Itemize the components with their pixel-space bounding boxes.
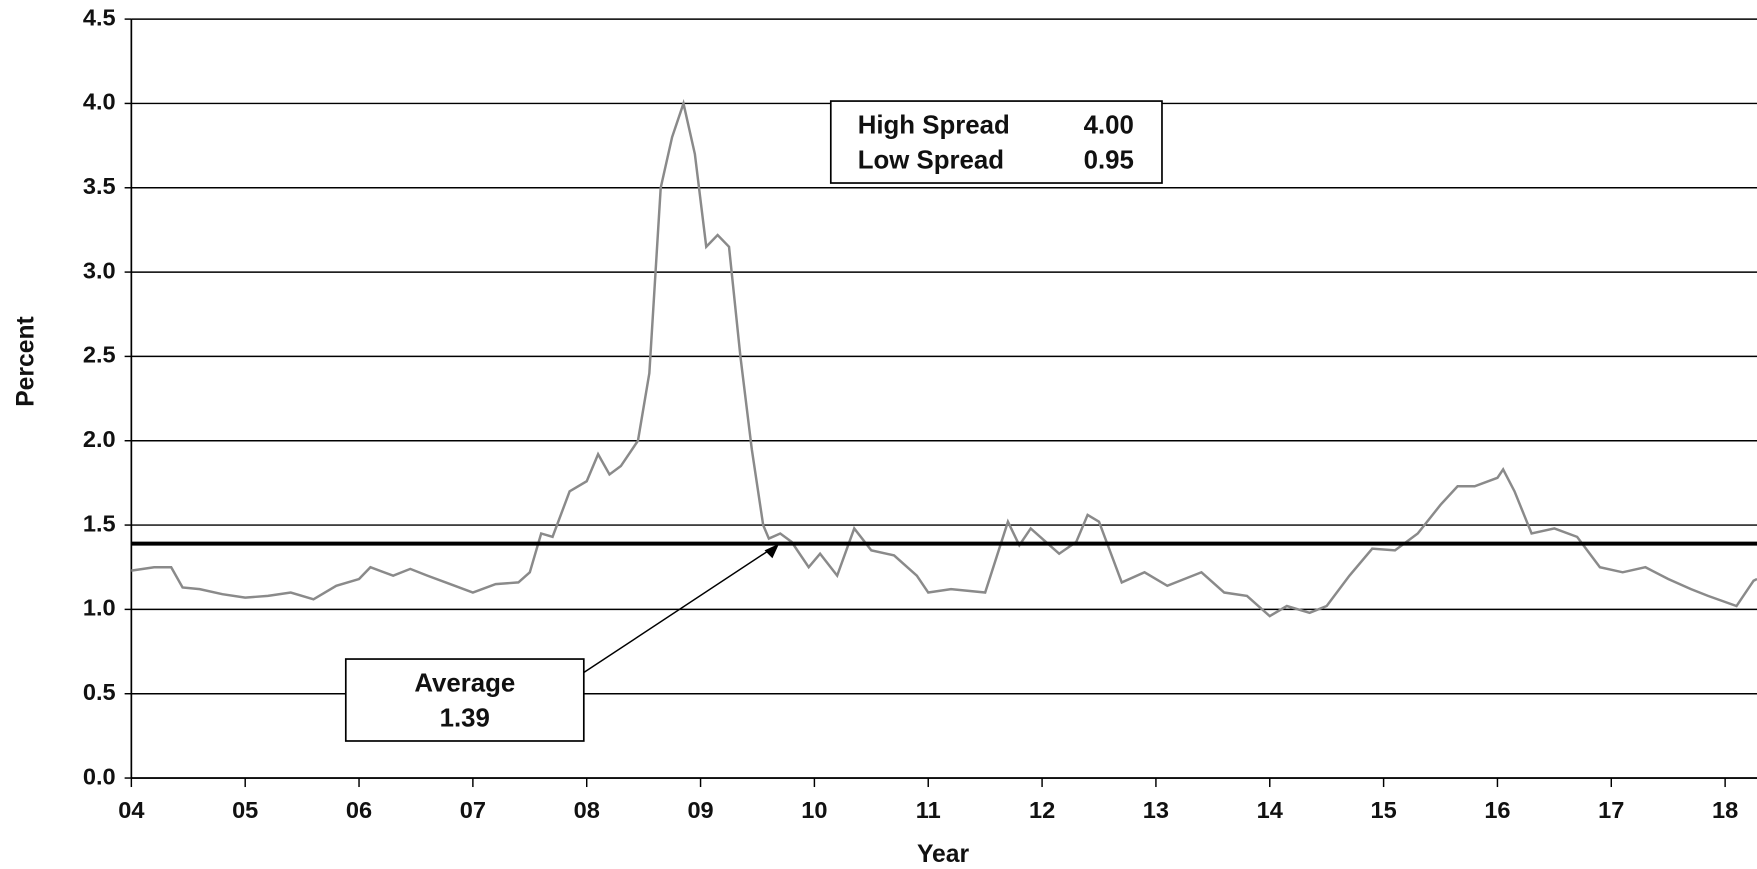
average-value: 1.39 bbox=[440, 704, 490, 732]
x-tick-label: 13 bbox=[1143, 797, 1169, 823]
x-tick-label: 17 bbox=[1598, 797, 1624, 823]
y-tick-label: 0.0 bbox=[83, 763, 116, 789]
y-tick-label: 3.0 bbox=[83, 257, 116, 283]
x-tick-label: 08 bbox=[574, 797, 600, 823]
average-arrow bbox=[583, 547, 773, 674]
y-tick-label: 4.5 bbox=[83, 4, 116, 30]
y-tick-label: 1.5 bbox=[83, 510, 116, 536]
spread-label: Low Spread bbox=[858, 147, 1004, 175]
spread-value: 0.95 bbox=[1084, 147, 1134, 175]
x-tick-label: 12 bbox=[1029, 797, 1055, 823]
x-tick-label: 04 bbox=[118, 797, 144, 823]
x-axis-title: Year bbox=[917, 841, 970, 868]
data-line bbox=[131, 98, 1757, 618]
x-tick-label: 05 bbox=[232, 797, 258, 823]
y-axis-title: Percent bbox=[12, 316, 39, 407]
x-tick-label: 16 bbox=[1484, 797, 1510, 823]
x-tick-label: 18 bbox=[1712, 797, 1738, 823]
y-tick-label: 4.0 bbox=[83, 89, 116, 115]
y-tick-label: 2.0 bbox=[83, 426, 116, 452]
y-tick-label: 1.0 bbox=[83, 595, 116, 621]
y-tick-label: 2.5 bbox=[83, 342, 116, 368]
x-tick-label: 07 bbox=[460, 797, 486, 823]
spread-label: High Spread bbox=[858, 112, 1010, 140]
y-tick-label: 0.5 bbox=[83, 679, 116, 705]
arrow-head bbox=[764, 543, 780, 559]
x-tick-label: 14 bbox=[1257, 797, 1283, 823]
y-tick-label: 3.5 bbox=[83, 173, 116, 199]
x-tick-label: 11 bbox=[916, 797, 941, 823]
x-tick-label: 09 bbox=[687, 797, 713, 823]
spread-value: 4.00 bbox=[1084, 112, 1134, 140]
x-tick-label: 15 bbox=[1370, 797, 1396, 823]
average-label: Average bbox=[414, 670, 515, 698]
spread-box bbox=[829, 100, 1163, 184]
average-box bbox=[344, 658, 585, 742]
x-tick-label: 06 bbox=[346, 797, 372, 823]
x-tick-label: 10 bbox=[801, 797, 827, 823]
